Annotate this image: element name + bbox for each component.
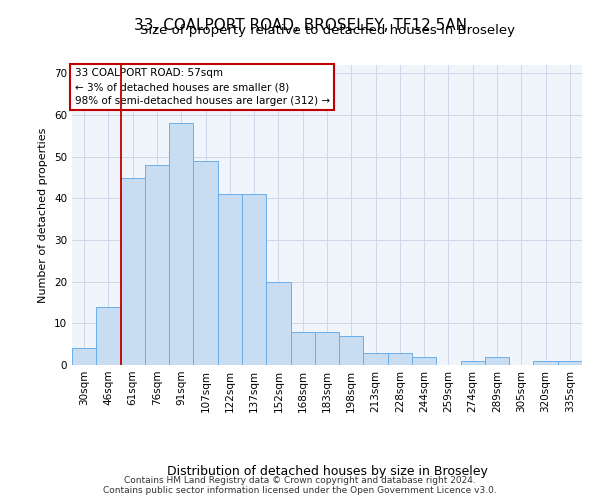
Bar bbox=[533, 361, 558, 365]
Title: Size of property relative to detached houses in Broseley: Size of property relative to detached ho… bbox=[139, 24, 515, 38]
Bar bbox=[315, 332, 339, 365]
Bar bbox=[388, 352, 412, 365]
Bar bbox=[72, 348, 96, 365]
Text: 33 COALPORT ROAD: 57sqm
← 3% of detached houses are smaller (8)
98% of semi-deta: 33 COALPORT ROAD: 57sqm ← 3% of detached… bbox=[74, 68, 329, 106]
Bar bbox=[96, 306, 121, 365]
Bar bbox=[218, 194, 242, 365]
Bar bbox=[339, 336, 364, 365]
Bar bbox=[266, 282, 290, 365]
Text: Contains HM Land Registry data © Crown copyright and database right 2024.
Contai: Contains HM Land Registry data © Crown c… bbox=[103, 476, 497, 495]
Bar bbox=[169, 124, 193, 365]
Bar bbox=[461, 361, 485, 365]
Bar bbox=[121, 178, 145, 365]
Bar bbox=[290, 332, 315, 365]
Bar bbox=[412, 356, 436, 365]
Text: 33, COALPORT ROAD, BROSELEY, TF12 5AN: 33, COALPORT ROAD, BROSELEY, TF12 5AN bbox=[133, 18, 467, 32]
X-axis label: Distribution of detached houses by size in Broseley: Distribution of detached houses by size … bbox=[167, 465, 487, 478]
Bar bbox=[145, 165, 169, 365]
Bar bbox=[485, 356, 509, 365]
Bar bbox=[242, 194, 266, 365]
Y-axis label: Number of detached properties: Number of detached properties bbox=[38, 128, 49, 302]
Bar bbox=[558, 361, 582, 365]
Bar bbox=[364, 352, 388, 365]
Bar bbox=[193, 161, 218, 365]
